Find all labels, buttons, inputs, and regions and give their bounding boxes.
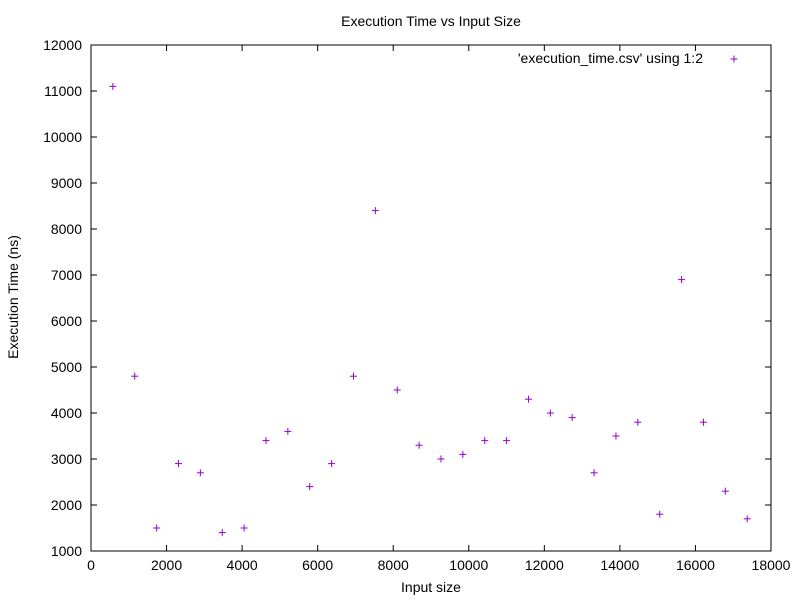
axis-ticks: 0 2000 4000 6000 8000 10000 12000 14000 16000 180… bbox=[43, 37, 791, 573]
data-point bbox=[612, 432, 620, 440]
x-tick-label: 6000 bbox=[302, 557, 333, 573]
y-tick-label: 8000 bbox=[51, 221, 82, 237]
x-tick: 2000 bbox=[151, 45, 182, 573]
data-point bbox=[328, 460, 336, 468]
x-tick-label: 18000 bbox=[752, 557, 791, 573]
y-axis-label: Execution Time (ns) bbox=[5, 235, 21, 359]
x-tick-label: 4000 bbox=[227, 557, 258, 573]
y-tick-label: 7000 bbox=[51, 267, 82, 283]
plot-frame bbox=[90, 44, 772, 552]
x-tick: 4000 bbox=[227, 45, 258, 573]
y-tick: 4000 bbox=[51, 405, 771, 421]
data-point bbox=[284, 427, 292, 435]
x-tick-label: 12000 bbox=[525, 557, 564, 573]
y-tick-label: 9000 bbox=[51, 175, 82, 191]
y-tick: 10000 bbox=[43, 129, 771, 145]
legend-marker bbox=[730, 55, 738, 63]
chart-title: Execution Time vs Input Size bbox=[341, 13, 521, 29]
y-tick-label: 6000 bbox=[51, 313, 82, 329]
data-point bbox=[371, 207, 379, 215]
y-tick-label: 12000 bbox=[43, 37, 82, 53]
x-tick-label: 16000 bbox=[676, 557, 715, 573]
y-tick: 6000 bbox=[51, 313, 771, 329]
data-point bbox=[437, 455, 445, 463]
x-tick-label: 8000 bbox=[378, 557, 409, 573]
data-point bbox=[678, 276, 686, 284]
y-tick: 2000 bbox=[51, 497, 771, 513]
y-tick: 8000 bbox=[51, 221, 771, 237]
x-tick-label: 2000 bbox=[151, 557, 182, 573]
y-tick: 5000 bbox=[51, 359, 771, 375]
y-tick-label: 5000 bbox=[51, 359, 82, 375]
data-point bbox=[349, 372, 357, 380]
x-tick: 10000 bbox=[449, 45, 488, 573]
data-point bbox=[481, 437, 489, 445]
data-point bbox=[546, 409, 554, 417]
y-tick: 7000 bbox=[51, 267, 771, 283]
data-point bbox=[699, 418, 707, 426]
legend: 'execution_time.csv' using 1:2 bbox=[518, 50, 738, 66]
y-tick: 9000 bbox=[51, 175, 771, 191]
data-point bbox=[415, 441, 423, 449]
data-point bbox=[743, 515, 751, 523]
data-point bbox=[393, 386, 401, 394]
data-point bbox=[153, 524, 161, 532]
y-tick: 3000 bbox=[51, 451, 771, 467]
data-point bbox=[524, 395, 532, 403]
y-tick: 11000 bbox=[44, 83, 771, 99]
x-tick-label: 0 bbox=[87, 557, 95, 573]
data-point bbox=[218, 529, 226, 537]
data-point bbox=[503, 437, 511, 445]
x-tick: 8000 bbox=[378, 45, 409, 573]
data-point bbox=[721, 487, 729, 495]
x-tick: 16000 bbox=[676, 45, 715, 573]
data-point bbox=[174, 460, 182, 468]
y-tick-label: 3000 bbox=[51, 451, 82, 467]
data-point bbox=[590, 469, 598, 477]
data-point bbox=[262, 437, 270, 445]
x-tick-label: 10000 bbox=[449, 557, 488, 573]
x-tick-label: 14000 bbox=[600, 557, 639, 573]
data-point bbox=[306, 483, 314, 491]
y-tick-label: 11000 bbox=[44, 83, 82, 99]
data-point bbox=[634, 418, 642, 426]
x-axis-label: Input size bbox=[401, 579, 461, 595]
legend-marker-plus bbox=[730, 55, 738, 63]
data-point bbox=[109, 82, 117, 90]
data-point bbox=[568, 414, 576, 422]
y-tick-label: 4000 bbox=[51, 405, 82, 421]
data-point bbox=[459, 450, 467, 458]
x-tick: 14000 bbox=[600, 45, 640, 573]
data-point bbox=[196, 469, 204, 477]
y-tick-label: 1000 bbox=[51, 543, 82, 559]
x-tick: 6000 bbox=[302, 45, 333, 573]
data-points bbox=[109, 82, 751, 537]
data-point bbox=[131, 372, 139, 380]
legend-label: 'execution_time.csv' using 1:2 bbox=[518, 50, 703, 66]
x-tick: 12000 bbox=[525, 45, 564, 573]
y-tick-label: 10000 bbox=[43, 129, 82, 145]
y-tick-label: 2000 bbox=[51, 497, 82, 513]
data-point bbox=[656, 510, 664, 518]
data-point bbox=[240, 524, 248, 532]
